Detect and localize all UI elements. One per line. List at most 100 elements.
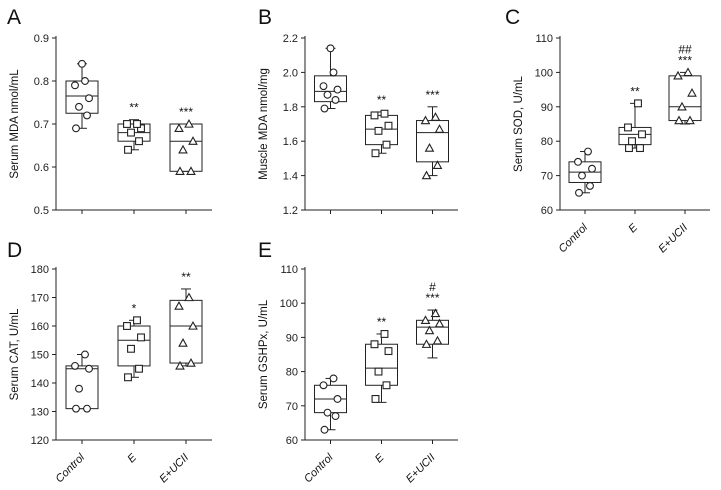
- panel-letter: D: [7, 239, 22, 262]
- significance-marker: ***: [179, 105, 193, 119]
- data-point: [434, 124, 445, 133]
- data-point: [319, 82, 328, 91]
- data-point: [329, 374, 338, 383]
- data-point: [432, 335, 443, 345]
- y-tick-label: 1.2: [283, 205, 298, 217]
- panel-e: E 60 70 80 90 100 110 Serum GSHPx, U/mL Control E…: [258, 239, 458, 485]
- data-point: [85, 94, 93, 103]
- x-category-label: Control: [557, 221, 591, 255]
- data-point: [123, 322, 131, 330]
- data-point: [331, 412, 340, 421]
- y-tick-label: 80: [541, 136, 553, 148]
- y-tick-label: 0.8: [34, 76, 49, 88]
- data-point: [175, 166, 185, 175]
- data-point: [578, 171, 586, 180]
- data-point: [371, 149, 380, 158]
- data-point: [137, 333, 145, 342]
- data-point: [326, 44, 335, 53]
- data-point: [673, 70, 683, 80]
- box-e-ucii: **: [169, 270, 203, 370]
- data-point: [588, 164, 596, 173]
- data-point: [432, 160, 443, 169]
- data-point: [71, 361, 79, 370]
- box-e: **: [117, 101, 151, 154]
- y-axis-label: Muscle MDA nmol/mg: [258, 68, 270, 180]
- box-e: **: [365, 315, 398, 403]
- data-point: [424, 325, 435, 335]
- data-point: [178, 338, 188, 347]
- data-point: [323, 90, 332, 99]
- y-tick-label: 150: [31, 350, 49, 362]
- data-point: [174, 123, 184, 132]
- y-tick-label: 70: [286, 401, 298, 413]
- y-tick-label: 120: [31, 435, 49, 447]
- data-point: [586, 181, 594, 190]
- data-point: [83, 404, 91, 413]
- data-point: [687, 87, 697, 97]
- data-point: [320, 425, 329, 434]
- data-point: [421, 339, 432, 348]
- box-e: **: [365, 93, 398, 158]
- data-point: [628, 137, 636, 146]
- data-point: [135, 364, 143, 373]
- data-point: [124, 145, 132, 154]
- y-tick-label: 110: [280, 264, 298, 276]
- data-point: [625, 144, 633, 153]
- data-point: [685, 115, 695, 125]
- data-point: [319, 381, 328, 390]
- y-tick-label: 60: [541, 205, 553, 217]
- data-point: [424, 143, 435, 152]
- x-category-label: E: [125, 451, 139, 465]
- data-point: [371, 395, 380, 403]
- y-tick-label: 140: [31, 378, 49, 390]
- y-tick-label: 160: [31, 321, 49, 333]
- box-e-ucii: ***##: [668, 42, 702, 125]
- iqr-box: [314, 75, 347, 103]
- data-point: [188, 320, 198, 330]
- y-tick-label: 110: [535, 33, 553, 45]
- y-tick-label: 1.4: [283, 171, 298, 183]
- y-tick-label: 60: [286, 435, 298, 447]
- data-point: [75, 384, 83, 393]
- significance-marker: **: [630, 84, 640, 98]
- data-point: [575, 188, 583, 197]
- data-point: [574, 157, 582, 166]
- y-tick-label: 0.6: [34, 162, 49, 174]
- data-point: [421, 170, 432, 180]
- data-point: [384, 347, 393, 356]
- data-point: [430, 308, 441, 318]
- y-tick-label: 90: [286, 332, 298, 344]
- data-point: [382, 140, 391, 149]
- data-point: [677, 101, 687, 111]
- data-point: [75, 102, 83, 111]
- significance-marker: ***: [425, 291, 439, 305]
- box-e: **: [618, 84, 652, 153]
- data-point: [186, 358, 196, 367]
- y-tick-label: 1.6: [283, 136, 298, 148]
- data-point: [382, 381, 391, 390]
- box-control: [314, 44, 347, 113]
- data-point: [71, 81, 79, 90]
- data-point: [323, 408, 332, 417]
- data-point: [420, 115, 431, 125]
- data-point: [380, 330, 389, 338]
- data-point: [374, 367, 383, 376]
- data-point: [78, 59, 86, 68]
- y-tick-label: 90: [541, 102, 553, 114]
- data-point: [81, 77, 89, 85]
- data-point: [320, 104, 329, 113]
- data-point: [174, 301, 184, 310]
- y-tick-label: 2.2: [283, 33, 298, 45]
- y-axis-label: Serum GSHPx, U/mL: [258, 299, 270, 409]
- significance-marker: ***: [678, 53, 692, 67]
- data-point: [333, 395, 342, 403]
- iqr-box: [668, 75, 702, 122]
- iqr-box: [365, 343, 398, 386]
- data-point: [127, 344, 135, 353]
- significance-marker-secondary: ##: [678, 42, 692, 56]
- data-point: [333, 85, 342, 94]
- iqr-box: [169, 299, 203, 364]
- data-point: [127, 128, 135, 137]
